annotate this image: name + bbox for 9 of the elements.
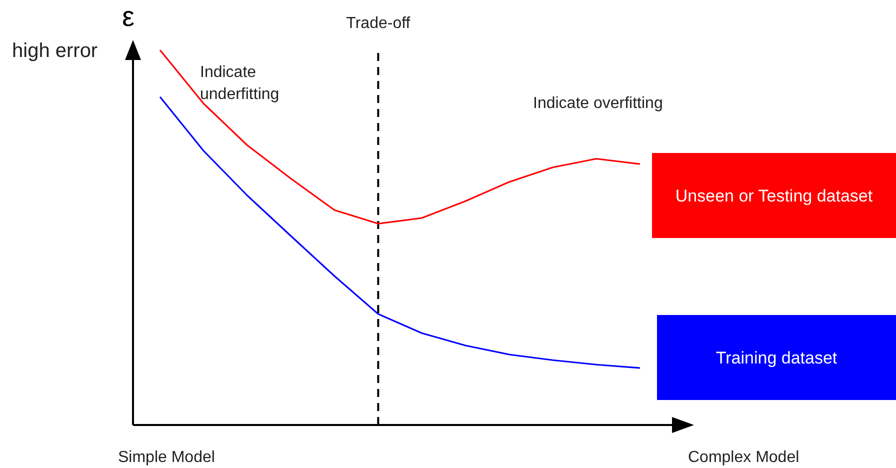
annotation: Indicate overfitting — [533, 94, 664, 114]
text: Trade-off — [346, 15, 410, 32]
legend-box: Training dataset — [657, 315, 896, 400]
text: Complex Model — [688, 448, 800, 468]
text: high error — [12, 40, 99, 62]
text: Simple Model — [118, 448, 216, 468]
y-axis-title: ε — [122, 1, 134, 32]
annotation: Indicate underfitting — [200, 63, 280, 105]
legend-box: Unseen or Testing dataset — [652, 153, 896, 238]
